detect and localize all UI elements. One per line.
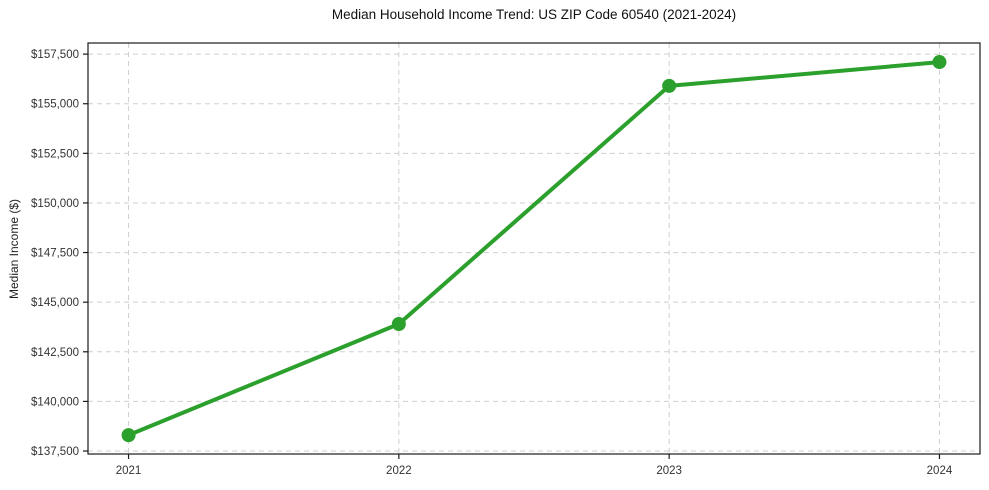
y-tick-label: $145,000 bbox=[31, 297, 79, 309]
x-tick-label: 2022 bbox=[386, 465, 412, 477]
plot-border bbox=[87, 42, 981, 455]
income-trend-line bbox=[126, 60, 942, 438]
y-tick-label: $142,500 bbox=[31, 347, 79, 359]
y-tick-label: $137,500 bbox=[31, 446, 79, 458]
y-tick-label: $157,500 bbox=[31, 49, 79, 61]
x-tick-label: 2021 bbox=[116, 465, 142, 477]
chart-title: Median Household Income Trend: US ZIP Co… bbox=[331, 7, 737, 22]
y-tick-label: $147,500 bbox=[31, 248, 79, 260]
x-tick-label: 2023 bbox=[656, 465, 682, 477]
y-tick-label: $140,000 bbox=[31, 396, 79, 408]
data-point-2024 bbox=[932, 55, 947, 70]
data-point-2022 bbox=[391, 317, 406, 332]
y-tick-label: $150,000 bbox=[31, 198, 79, 210]
data-point-2021 bbox=[121, 428, 136, 443]
x-tick-label: 2024 bbox=[927, 465, 953, 477]
y-tick-label: $152,500 bbox=[31, 148, 79, 160]
data-point-2023 bbox=[662, 78, 677, 93]
y-tick-label: $155,000 bbox=[31, 99, 79, 111]
